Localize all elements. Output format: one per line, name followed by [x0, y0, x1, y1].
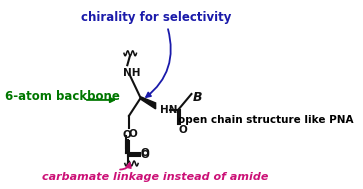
Text: carbamate linkage instead of amide: carbamate linkage instead of amide — [42, 172, 268, 182]
Text: O: O — [140, 149, 150, 160]
Text: 6-atom backbone: 6-atom backbone — [5, 91, 120, 104]
Text: open chain structure like PNA: open chain structure like PNA — [178, 115, 354, 125]
Text: O: O — [122, 130, 131, 140]
Text: O: O — [179, 125, 188, 135]
Text: chirality for selectivity: chirality for selectivity — [81, 11, 232, 24]
Text: B: B — [192, 91, 202, 104]
Polygon shape — [140, 97, 156, 109]
Text: O: O — [129, 129, 138, 139]
Text: HN: HN — [160, 105, 177, 115]
Text: NH: NH — [123, 68, 140, 78]
Text: O: O — [140, 148, 150, 158]
